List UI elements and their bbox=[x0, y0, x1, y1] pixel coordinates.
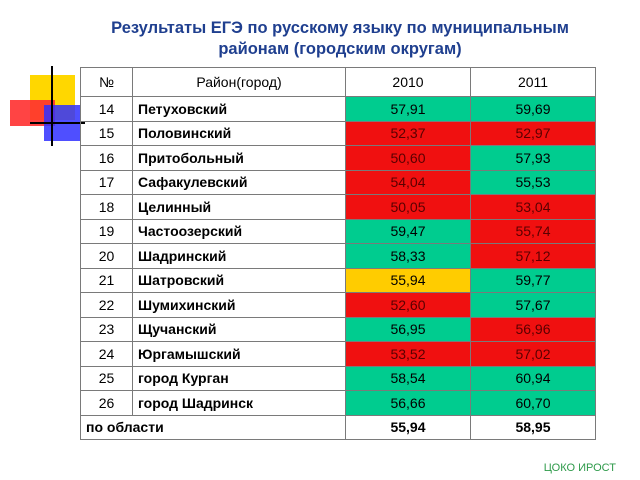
score-cell: 59,69 bbox=[470, 96, 596, 122]
cell: 26 bbox=[80, 390, 133, 416]
row: 26 город Шадринск 56,66 60,70 bbox=[80, 390, 596, 416]
cell: Петуховский bbox=[132, 96, 346, 122]
row: 16 Притобольный 50,60 57,93 bbox=[80, 145, 596, 171]
row: 24 Юргамышский 53,52 57,02 bbox=[80, 341, 596, 367]
row: 23 Щучанский 56,95 56,96 bbox=[80, 316, 596, 342]
score-cell: 60,70 bbox=[470, 390, 596, 416]
score-cell: 55,53 bbox=[470, 169, 596, 195]
row: 14 Петуховский 57,91 59,69 bbox=[80, 96, 596, 122]
cell: Шадринский bbox=[132, 243, 346, 269]
cell: 22 bbox=[80, 292, 133, 318]
cell: 19 bbox=[80, 218, 133, 244]
score-cell: 59,47 bbox=[345, 218, 471, 244]
cell: Юргамышский bbox=[132, 341, 346, 367]
score-cell: 50,05 bbox=[345, 194, 471, 220]
header-cell: Район(город) bbox=[132, 67, 346, 97]
cell: 21 bbox=[80, 267, 133, 293]
cell: Частоозерский bbox=[132, 218, 346, 244]
score-cell: 56,96 bbox=[470, 316, 596, 342]
score-cell: 55,74 bbox=[470, 218, 596, 244]
row: 18 Целинный 50,05 53,04 bbox=[80, 194, 596, 220]
score-cell: 57,93 bbox=[470, 145, 596, 171]
score-cell: 55,94 bbox=[345, 267, 471, 293]
score-cell: 52,60 bbox=[345, 292, 471, 318]
row: 15 Половинский 52,37 52,97 bbox=[80, 120, 596, 146]
score-cell: 52,97 bbox=[470, 120, 596, 146]
score-cell: 54,04 bbox=[345, 169, 471, 195]
score-cell: 53,52 bbox=[345, 341, 471, 367]
cell: 25 bbox=[80, 365, 133, 391]
cell: 20 bbox=[80, 243, 133, 269]
score-cell: 58,33 bbox=[345, 243, 471, 269]
score-cell: 58,54 bbox=[345, 365, 471, 391]
row: 20 Шадринский 58,33 57,12 bbox=[80, 243, 596, 269]
cell: Целинный bbox=[132, 194, 346, 220]
row: 21 Шатровский 55,94 59,77 bbox=[80, 267, 596, 293]
header-cell: 2010 bbox=[345, 67, 471, 97]
header-cell: № bbox=[80, 67, 133, 97]
header-row: № Район(город) 2010 2011 bbox=[80, 67, 596, 97]
deco-vline bbox=[51, 66, 53, 146]
score-cell: 60,94 bbox=[470, 365, 596, 391]
cell: Шумихинский bbox=[132, 292, 346, 318]
row: 19 Частоозерский 59,47 55,74 bbox=[80, 218, 596, 244]
row: 25 город Курган 58,54 60,94 bbox=[80, 365, 596, 391]
cell: город Курган bbox=[132, 365, 346, 391]
total-row: по области 55,94 58,95 bbox=[80, 414, 596, 440]
total-cell: 58,95 bbox=[470, 414, 596, 440]
title-line: районам (городским округам) bbox=[218, 40, 462, 58]
cell: Сафакулевский bbox=[132, 169, 346, 195]
score-cell: 57,12 bbox=[470, 243, 596, 269]
score-cell: 50,60 bbox=[345, 145, 471, 171]
cell: 23 bbox=[80, 316, 133, 342]
total-cell: 55,94 bbox=[345, 414, 471, 440]
footer: ЦОКО ИРОСТ bbox=[543, 462, 616, 474]
row: 22 Шумихинский 52,60 57,67 bbox=[80, 292, 596, 318]
row: 17 Сафакулевский 54,04 55,53 bbox=[80, 169, 596, 195]
header-cell: 2011 bbox=[470, 67, 596, 97]
score-cell: 57,91 bbox=[345, 96, 471, 122]
cell: Половинский bbox=[132, 120, 346, 146]
cell: 14 bbox=[80, 96, 133, 122]
score-cell: 53,04 bbox=[470, 194, 596, 220]
cell: Шатровский bbox=[132, 267, 346, 293]
cell: 15 bbox=[80, 120, 133, 146]
title: Результаты ЕГЭ по русскому языку по муни… bbox=[70, 18, 610, 60]
results-table: № Район(город) 2010 2011 14 Петуховский 57,91 5… bbox=[80, 67, 596, 440]
total-label: по области bbox=[80, 414, 346, 440]
deco-hline bbox=[30, 122, 85, 124]
title-line: Результаты ЕГЭ по русскому языку по муни… bbox=[111, 19, 569, 37]
cell: 16 bbox=[80, 145, 133, 171]
cell: 24 bbox=[80, 341, 133, 367]
score-cell: 56,95 bbox=[345, 316, 471, 342]
cell: Притобольный bbox=[132, 145, 346, 171]
score-cell: 56,66 bbox=[345, 390, 471, 416]
cell: 18 bbox=[80, 194, 133, 220]
cell: Щучанский bbox=[132, 316, 346, 342]
cell: город Шадринск bbox=[132, 390, 346, 416]
cell: 17 bbox=[80, 169, 133, 195]
score-cell: 57,02 bbox=[470, 341, 596, 367]
score-cell: 57,67 bbox=[470, 292, 596, 318]
score-cell: 59,77 bbox=[470, 267, 596, 293]
score-cell: 52,37 bbox=[345, 120, 471, 146]
